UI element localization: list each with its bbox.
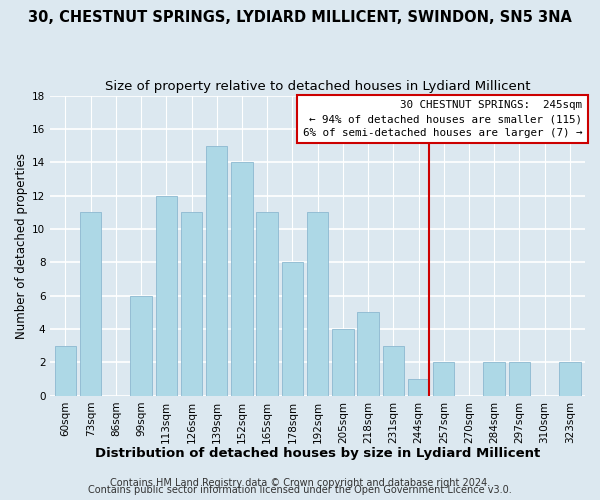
Bar	[307, 212, 328, 396]
Bar	[509, 362, 530, 396]
Bar	[433, 362, 454, 396]
Bar	[231, 162, 253, 396]
Bar	[256, 212, 278, 396]
Bar	[206, 146, 227, 396]
X-axis label: Distribution of detached houses by size in Lydiard Millicent: Distribution of detached houses by size …	[95, 447, 540, 460]
Bar	[332, 329, 353, 396]
Bar	[80, 212, 101, 396]
Bar	[484, 362, 505, 396]
Bar	[155, 196, 177, 396]
Bar	[130, 296, 152, 396]
Text: 30, CHESTNUT SPRINGS, LYDIARD MILLICENT, SWINDON, SN5 3NA: 30, CHESTNUT SPRINGS, LYDIARD MILLICENT,…	[28, 10, 572, 25]
Title: Size of property relative to detached houses in Lydiard Millicent: Size of property relative to detached ho…	[105, 80, 530, 93]
Text: Contains HM Land Registry data © Crown copyright and database right 2024.: Contains HM Land Registry data © Crown c…	[110, 478, 490, 488]
Bar	[358, 312, 379, 396]
Bar	[55, 346, 76, 396]
Y-axis label: Number of detached properties: Number of detached properties	[15, 152, 28, 338]
Bar	[281, 262, 303, 396]
Bar	[181, 212, 202, 396]
Text: 30 CHESTNUT SPRINGS:  245sqm
← 94% of detached houses are smaller (115)
6% of se: 30 CHESTNUT SPRINGS: 245sqm ← 94% of det…	[303, 100, 583, 138]
Text: Contains public sector information licensed under the Open Government Licence v3: Contains public sector information licen…	[88, 485, 512, 495]
Bar	[408, 379, 429, 396]
Bar	[559, 362, 581, 396]
Bar	[383, 346, 404, 396]
